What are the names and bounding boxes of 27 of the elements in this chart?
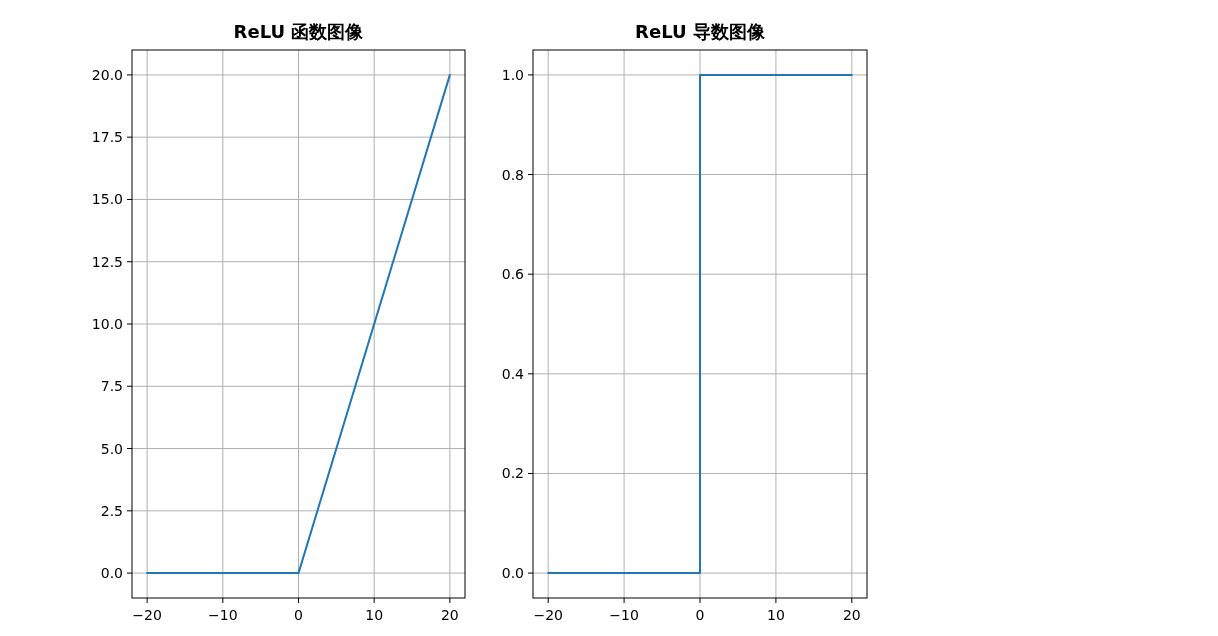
- y-tick-label: 0.8: [501, 166, 524, 183]
- chart-title: ReLU 函数图像: [233, 21, 365, 42]
- x-tick-label: 20: [440, 607, 459, 623]
- x-tick-label: −20: [132, 607, 162, 623]
- y-tick-label: 5.0: [100, 440, 123, 457]
- y-tick-label: 20.0: [91, 66, 123, 83]
- y-tick-label: 12.5: [91, 253, 123, 270]
- y-tick-label: 17.5: [91, 129, 123, 146]
- x-tick-label: −10: [208, 607, 238, 623]
- x-tick-label: 0: [294, 607, 303, 623]
- y-tick-label: 2.5: [100, 502, 123, 519]
- y-tick-label: 10.0: [91, 316, 123, 332]
- y-tick-label: 0.0: [501, 565, 524, 582]
- y-tick-label: 0.2: [501, 465, 524, 482]
- y-tick-label: 0.6: [501, 266, 525, 283]
- chart-title: ReLU 导数图像: [635, 21, 766, 42]
- x-tick-label: −20: [533, 607, 563, 623]
- y-tick-label: 0.4: [501, 365, 525, 382]
- y-tick-label: 15.0: [91, 191, 123, 208]
- y-tick-label: 7.5: [100, 378, 123, 395]
- y-tick-label: 1.0: [501, 66, 524, 83]
- x-tick-label: −10: [609, 607, 639, 623]
- x-tick-label: 0: [695, 607, 705, 623]
- x-tick-label: 10: [767, 607, 785, 623]
- y-tick-label: 0.0: [100, 565, 123, 582]
- x-tick-label: 20: [842, 607, 861, 623]
- x-tick-label: 10: [365, 607, 384, 623]
